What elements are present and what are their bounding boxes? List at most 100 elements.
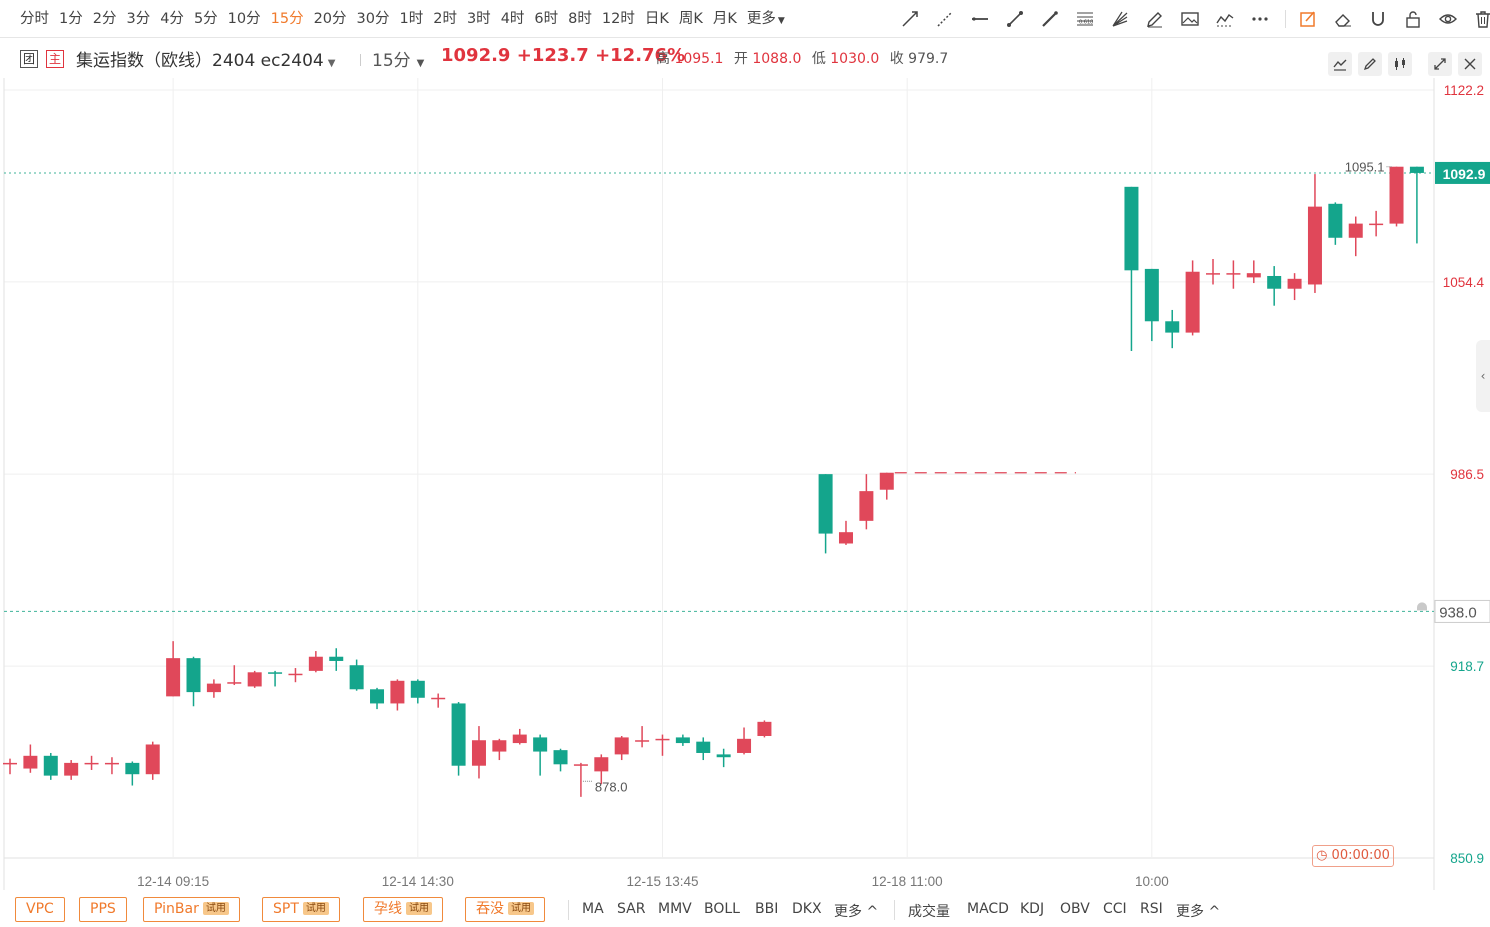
segment-tool[interactable] [1003,7,1027,31]
period-7[interactable]: 15分 [270,11,304,27]
period-4[interactable]: 4分 [160,11,184,27]
period-15[interactable]: 8时 [568,11,592,27]
period-6[interactable]: 10分 [227,11,261,27]
candle-type-button[interactable] [1388,52,1412,76]
candle-body [1328,203,1343,238]
sub-indicator-6[interactable]: 更多 ^ [1176,904,1221,920]
top-toolbar: 分时 1分 2分 3分 4分 5分 10分 15分 20分 30分 1时 2时 3时 4时 6时 8时 12时日… [0,0,1490,38]
fibonacci-tool[interactable]: 0.618 [1073,7,1097,31]
horizontal-line-tool[interactable] [968,7,992,31]
main-indicator-1[interactable]: SAR [617,901,646,917]
price-summary: 1092.9 +123.7 +12.76% [441,45,685,66]
candle-body [451,703,466,766]
main-indicator-0[interactable]: MA [582,901,604,917]
x-tick-label: 12-14 09:15 [137,874,209,889]
main-indicator-2[interactable]: MMV [658,901,692,917]
main-indicator-4[interactable]: BBI [755,901,779,917]
period-14[interactable]: 6时 [534,11,559,27]
sub-indicator-4[interactable]: CCI [1103,901,1127,917]
main-indicator-5[interactable]: DKX [792,901,822,917]
eye-tool[interactable] [1436,7,1460,31]
unlock-tool[interactable] [1401,7,1425,31]
candle-body [125,762,140,775]
candle-body [614,737,629,755]
pattern-button-1[interactable]: PPS [79,897,127,922]
trial-badge: 试用 [202,902,229,915]
unlock-icon [1406,11,1420,28]
period-11[interactable]: 2时 [433,11,457,27]
trash-icon [1476,11,1490,28]
divider [360,54,361,66]
indicator-settings-button[interactable] [1328,52,1352,76]
magnet-tool[interactable] [1366,7,1390,31]
brush-line-tool[interactable] [1038,7,1062,31]
drawing-toolbar: 0.618 [898,7,1490,31]
toolbar-divider [1285,10,1286,28]
draw-button[interactable] [1358,52,1382,76]
eraser-tool[interactable] [1331,7,1355,31]
pattern-button-4[interactable]: 孕线 试用 [363,897,443,922]
period-1[interactable]: 1分 [59,11,83,27]
high-marker-label: 1095.1 [1345,160,1385,175]
interval-selector[interactable]: 15分 ▼ [372,46,424,71]
pattern-label: PinBar [154,901,199,917]
period-5[interactable]: 5分 [193,11,218,27]
period-8[interactable]: 20分 [313,11,347,27]
fan-tool[interactable] [1108,7,1132,31]
period-19[interactable]: 月K [712,11,737,27]
side-panel-toggle[interactable]: ‹ [1476,340,1490,412]
main-indicator-3[interactable]: BOLL [704,901,740,917]
pattern-label: SPT [273,901,299,917]
period-more-button[interactable]: 更多 ▼ [747,9,785,31]
alert-bell-icon [1417,602,1427,611]
group-badge[interactable]: 团 [20,50,38,68]
ray-line-tool[interactable] [933,7,957,31]
edit-tool[interactable] [1296,7,1320,31]
main-contract-badge[interactable]: 主 [46,50,64,68]
ohlc-summary: 高 1095.1 开 1088.0 低 1030.0 收 979.7 [656,48,954,68]
pattern-label: 孕线 [374,901,402,917]
period-0[interactable]: 分时 [20,11,49,27]
period-16[interactable]: 12时 [601,11,635,27]
sub-indicator-2[interactable]: KDJ [1020,901,1045,917]
period-18[interactable]: 周K [678,11,703,27]
candle-body [1185,271,1200,333]
period-10[interactable]: 1时 [399,11,424,27]
close-chart-button[interactable] [1458,52,1482,76]
period-9[interactable]: 30分 [356,11,390,27]
candle-body [553,750,568,765]
candle-body [431,697,446,700]
pattern-button-5[interactable]: 吞没 试用 [465,897,545,922]
trial-badge: 试用 [508,902,534,915]
wave-tool[interactable] [1213,7,1237,31]
sub-indicator-1[interactable]: MACD [967,901,1009,917]
image-tool[interactable] [1178,7,1202,31]
candlestick-chart[interactable]: 12-14 09:15 12-14 14:30 12-15 13:45 12-18 1… [0,78,1490,894]
ray-line-icon [937,11,953,27]
trend-line-tool[interactable] [898,7,922,31]
period-17[interactable]: 日K [644,11,669,27]
candle-body [716,754,731,758]
pattern-button-0[interactable]: VPC [15,897,65,922]
candle-body [206,683,221,693]
fullscreen-button[interactable] [1428,52,1452,76]
pencil-tool[interactable] [1143,7,1167,31]
sub-indicator-0[interactable]: 成交量 [908,904,950,920]
pattern-button-2[interactable]: PinBar 试用 [143,897,240,922]
sub-indicator-5[interactable]: RSI [1140,901,1163,917]
period-13[interactable]: 4时 [500,11,525,27]
symbol-selector[interactable]: 集运指数（欧线）2404 ec2404 ▼ [76,46,335,71]
sub-indicator-3[interactable]: OBV [1060,901,1090,917]
trash-tool[interactable] [1471,7,1490,31]
candle-body [512,734,527,744]
pattern-button-3[interactable]: SPT 试用 [262,897,340,922]
candle-body [1226,273,1241,275]
main-indicator-6[interactable]: 更多 ^ [834,904,879,920]
candle-body [492,740,507,752]
svg-text:0.618: 0.618 [1079,20,1093,26]
period-3[interactable]: 3分 [126,11,151,27]
period-2[interactable]: 2分 [92,11,117,27]
candle-body [268,672,283,674]
more-dots-tool[interactable] [1248,7,1272,31]
period-12[interactable]: 3时 [466,11,491,27]
